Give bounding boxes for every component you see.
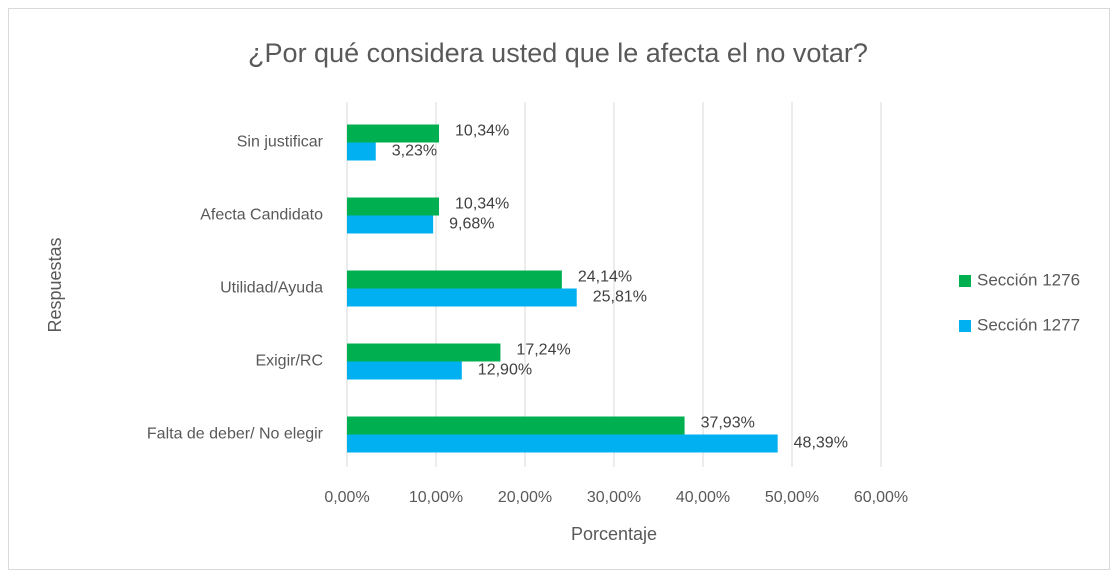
y-tick-label: Afecta Candidato xyxy=(200,207,323,224)
y-axis-title: Respuestas xyxy=(45,237,65,332)
bar xyxy=(347,343,501,362)
chart-title: ¿Por qué considera usted que le afecta e… xyxy=(248,38,868,68)
legend-swatch xyxy=(959,275,971,287)
data-label: 17,24% xyxy=(516,342,570,359)
legend-label: Sección 1277 xyxy=(977,315,1080,334)
bar xyxy=(347,197,440,216)
bar xyxy=(347,434,778,453)
data-label: 48,39% xyxy=(794,435,848,452)
x-tick-label: 40,00% xyxy=(676,489,730,506)
x-tick-label: 10,00% xyxy=(409,489,463,506)
legend-swatch xyxy=(959,320,971,332)
x-tick-label: 0,00% xyxy=(324,489,369,506)
x-tick-label: 50,00% xyxy=(765,489,819,506)
bar xyxy=(347,142,376,161)
x-tick-label: 20,00% xyxy=(498,489,552,506)
bar xyxy=(347,361,462,380)
y-tick-label: Utilidad/Ayuda xyxy=(220,280,323,297)
data-label: 10,34% xyxy=(455,123,509,140)
data-label: 3,23% xyxy=(392,143,437,160)
legend-label: Sección 1276 xyxy=(977,270,1080,289)
bar xyxy=(347,124,440,143)
bar xyxy=(347,416,685,435)
bar xyxy=(347,270,562,289)
y-tick-label: Sin justificar xyxy=(237,134,324,151)
x-tick-label: 30,00% xyxy=(587,489,641,506)
data-label: 24,14% xyxy=(578,269,632,286)
data-label: 25,81% xyxy=(593,289,647,306)
bar xyxy=(347,288,577,307)
x-axis-title: Porcentaje xyxy=(571,524,657,544)
bar xyxy=(347,215,434,234)
data-label: 9,68% xyxy=(449,216,494,233)
data-label: 37,93% xyxy=(701,415,755,432)
y-tick-label: Exigir/RC xyxy=(255,353,323,370)
x-tick-label: 60,00% xyxy=(854,489,908,506)
data-label: 12,90% xyxy=(478,362,532,379)
y-tick-label: Falta de deber/ No elegir xyxy=(147,426,324,443)
data-label: 10,34% xyxy=(455,196,509,213)
